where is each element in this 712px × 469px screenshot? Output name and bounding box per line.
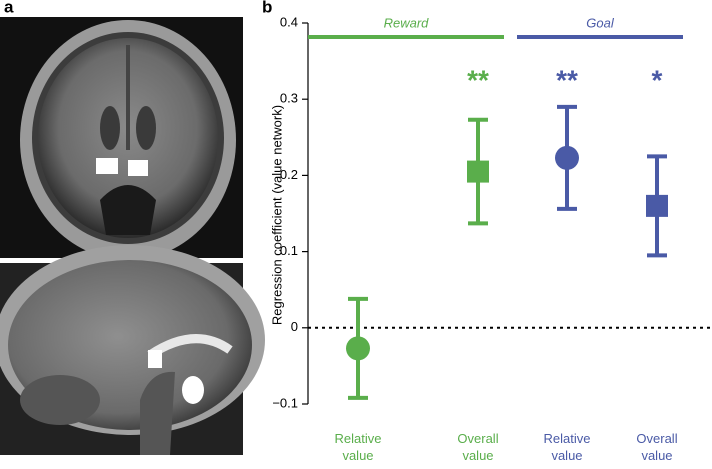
x-tick-label-line: value <box>641 448 672 463</box>
coronal-brain-image <box>0 17 243 260</box>
y-tick-label: 0.1 <box>280 243 298 258</box>
group-label: Reward <box>384 15 430 30</box>
y-axis-label: Regression coefficient (value network) <box>269 105 284 325</box>
significance-label: ** <box>556 64 578 95</box>
point <box>646 194 668 217</box>
x-tick-label: Overall value <box>636 431 677 463</box>
point <box>467 160 489 183</box>
x-tick-label-line: Relative <box>544 431 591 446</box>
point <box>346 336 370 361</box>
y-tick-label: 0 <box>291 319 298 334</box>
point <box>555 145 579 170</box>
x-tick-label-line: value <box>551 448 582 463</box>
x-tick-label-line: Overall <box>636 431 677 446</box>
x-tick-label-line: Overall <box>457 431 498 446</box>
panel-label: a <box>4 0 14 16</box>
y-tick-label: 0.3 <box>280 91 298 106</box>
x-tick-label: Relative value <box>335 431 382 463</box>
x-tick-label: Relative value <box>544 431 591 463</box>
x-tick-label: Overall value <box>457 431 498 463</box>
group-label: Goal <box>586 15 615 30</box>
x-tick-label-line: value <box>462 448 493 463</box>
y-tick-label: −0.1 <box>272 395 298 410</box>
y-tick-label: 0.4 <box>280 14 298 29</box>
x-tick-label-line: Relative <box>335 431 382 446</box>
panel-label: b <box>262 0 272 16</box>
significance-label: ** <box>467 64 489 95</box>
sagittal-brain-image <box>0 245 265 455</box>
x-tick-label-line: value <box>342 448 373 463</box>
significance-label: * <box>652 64 663 95</box>
y-tick-label: 0.2 <box>280 167 298 182</box>
